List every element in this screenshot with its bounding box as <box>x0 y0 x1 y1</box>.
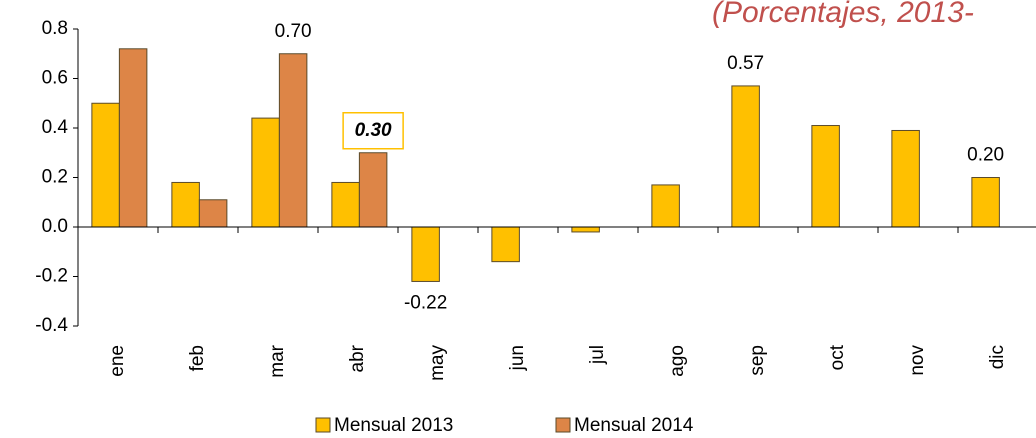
x-tick-label: abr <box>347 344 368 372</box>
value-label: 0.30 <box>355 120 392 141</box>
x-tick-label: nov <box>907 345 928 376</box>
bar <box>412 227 440 281</box>
bar <box>279 54 307 227</box>
y-tick-label: -0.4 <box>35 315 68 336</box>
y-tick-label: -0.2 <box>35 266 68 287</box>
value-label: 0.20 <box>967 145 1004 166</box>
bar <box>119 49 147 227</box>
y-tick-label: 0.8 <box>42 18 68 39</box>
legend-swatch <box>316 418 330 432</box>
bar <box>812 126 840 227</box>
bar <box>199 200 227 227</box>
legend-swatch <box>556 418 570 432</box>
value-label: 0.57 <box>727 53 764 74</box>
bar <box>332 182 360 227</box>
bar <box>732 86 760 227</box>
bar <box>172 182 200 227</box>
chart: (Porcentajes, 2013- -0.4 -0.2 0.0 0.2 0.4 0.6… <box>0 0 1036 438</box>
bar <box>572 227 600 232</box>
x-tick-label: ago <box>667 345 688 377</box>
x-tick-label: mar <box>267 344 288 377</box>
x-tick-label: jul <box>587 345 608 365</box>
value-label: -0.22 <box>404 292 447 313</box>
bar <box>252 118 280 227</box>
bar <box>652 185 680 227</box>
bar <box>359 153 387 227</box>
page: {"chart_data": {"type": "bar", "subtitle… <box>0 0 1036 438</box>
y-tick-label: 0.2 <box>42 167 68 188</box>
x-tick-label: feb <box>187 345 208 371</box>
chart-subtitle: (Porcentajes, 2013- <box>712 0 974 29</box>
x-tick-label: sep <box>747 345 768 376</box>
x-tick-label: ene <box>107 345 128 377</box>
y-tick-label: 0.6 <box>42 68 68 89</box>
legend-label: Mensual 2013 <box>334 415 453 436</box>
legend-label: Mensual 2014 <box>574 415 694 436</box>
y-tick-label: 0.0 <box>42 216 68 237</box>
bar <box>92 103 120 227</box>
x-tick-label: dic <box>987 345 1008 369</box>
x-tick-label: oct <box>827 344 848 370</box>
bar <box>492 227 520 262</box>
x-tick-label: may <box>427 345 448 381</box>
value-label: 0.70 <box>275 21 312 42</box>
bar <box>972 178 1000 228</box>
y-tick-label: 0.4 <box>42 117 69 138</box>
x-tick-label: jun <box>507 345 528 371</box>
bar <box>892 130 920 227</box>
